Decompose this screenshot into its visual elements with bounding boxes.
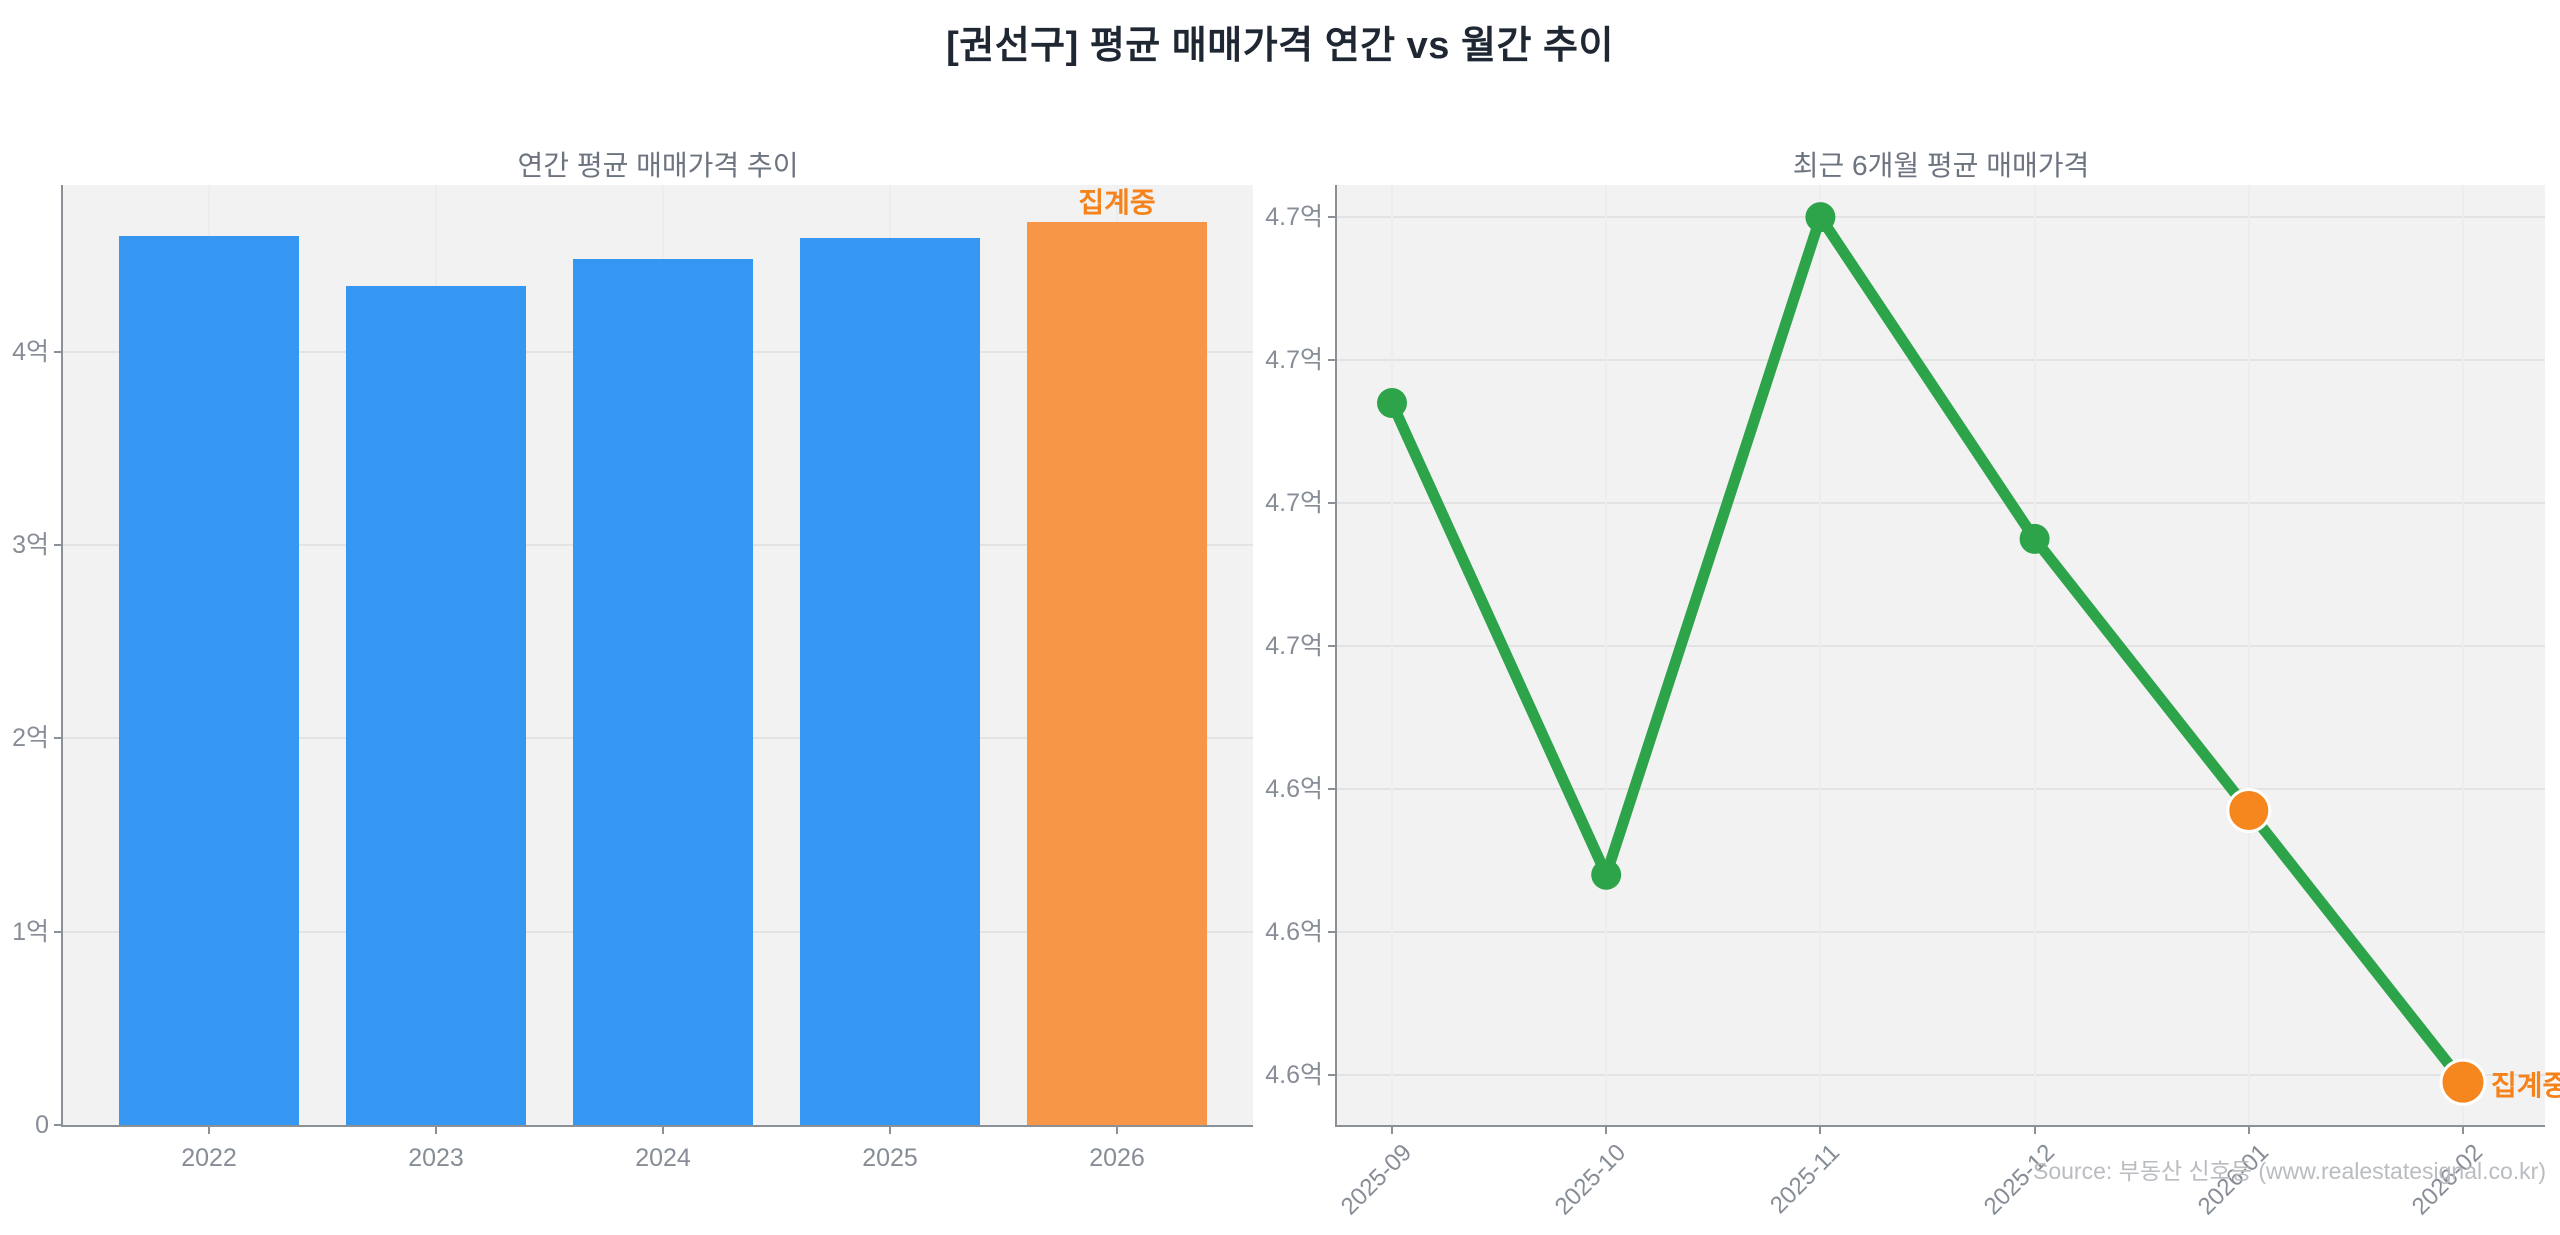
line-chart-y-tickmark — [1328, 788, 1337, 791]
line-chart-gridline-vertical — [1819, 185, 1822, 1125]
line-point-2025-09 — [1377, 388, 1407, 419]
bar-chart-y-tickmark — [54, 350, 63, 353]
line-chart-y-tickmark — [1328, 645, 1337, 648]
bar-chart-x-tick-label: 2024 — [635, 1144, 691, 1172]
bar-chart-y-tick-label: 4억 — [12, 337, 49, 366]
line-chart-gridline — [1337, 359, 2545, 362]
line-chart-y-tick-label: 4.7억 — [1265, 489, 1323, 518]
line-point-2025-12 — [2019, 523, 2050, 554]
line-chart-y-tick-label: 4.7억 — [1265, 346, 1323, 375]
bar-chart-y-tickmark — [54, 544, 63, 547]
bar-2022 — [119, 236, 299, 1125]
bar-chart-x-tick-label: 2025 — [862, 1144, 918, 1172]
line-chart-gridline-vertical — [2033, 185, 2036, 1125]
line-chart-x-tick-label: 2025-10 — [1549, 1139, 1632, 1221]
line-chart-gridline — [1337, 645, 2545, 648]
bar-2025 — [800, 237, 980, 1125]
line-chart-gridline — [1337, 788, 2545, 791]
bar-chart-aggregating-label: 집계중 — [1078, 187, 1156, 219]
line-chart-x-tick-label: 2025-09 — [1335, 1139, 1418, 1221]
main-title: [권선구] 평균 매매가격 연간 vs 월간 추이 — [946, 25, 1614, 67]
line-point-2025-11 — [1805, 202, 1836, 233]
line-chart-y-axis — [1335, 185, 1337, 1127]
bar-2026 — [1027, 222, 1207, 1125]
line-chart-x-tickmark — [1605, 1125, 1608, 1134]
line-chart-aggregating-label: 집계중 — [2491, 1070, 2560, 1102]
line-chart-plot-area — [1337, 185, 2545, 1125]
line-chart-title: 최근 6개월 평균 매매가격 — [1792, 150, 2090, 181]
bar-chart-x-tick-label: 2023 — [408, 1144, 464, 1172]
bar-chart-x-tick-label: 2026 — [1089, 1144, 1145, 1172]
line-point-2026-01 — [2226, 787, 2272, 833]
bar-chart-title: 연간 평균 매매가격 추이 — [517, 150, 799, 181]
bar-chart-y-tickmark — [54, 1124, 63, 1126]
line-chart-y-tick-label: 4.7억 — [1265, 203, 1323, 232]
bar-chart-x-axis — [61, 1125, 1253, 1127]
bar-2023 — [346, 286, 526, 1125]
source-attribution: Source: 부동산 신호등 (www.realestatesignal.co… — [2033, 1158, 2546, 1184]
bar-chart-x-tickmark — [435, 1125, 437, 1134]
line-chart-y-tick-label: 4.6억 — [1265, 917, 1323, 946]
line-chart-x-axis — [1335, 1125, 2545, 1127]
line-chart-y-tickmark — [1328, 930, 1337, 933]
line-chart-y-tickmark — [1328, 359, 1337, 362]
line-chart-x-tickmark — [2462, 1125, 2464, 1134]
bar-chart-x-tickmark — [208, 1125, 210, 1134]
line-point-2026-02 — [2439, 1058, 2487, 1106]
bar-chart-x-tickmark — [662, 1125, 664, 1134]
bar-chart-y-axis — [61, 185, 63, 1127]
line-chart-x-tickmark — [2247, 1125, 2250, 1134]
line-chart-y-tick-label: 4.6억 — [1265, 1060, 1323, 1089]
line-chart-x-tickmark — [1391, 1125, 1393, 1134]
bar-chart-y-tickmark — [54, 737, 63, 740]
bar-chart-y-tick-label: 2억 — [12, 724, 49, 753]
line-chart-y-tickmark — [1328, 216, 1337, 219]
line-chart-y-tick-label: 4.7억 — [1265, 632, 1323, 661]
bar-2024 — [573, 259, 753, 1125]
line-chart-y-tick-label: 4.6억 — [1265, 775, 1323, 804]
line-chart-gridline-vertical — [2247, 185, 2250, 1125]
line-chart-gridline-vertical — [1605, 185, 1608, 1125]
line-chart-gridline-vertical — [2462, 185, 2464, 1125]
bar-chart-x-tick-label: 2022 — [181, 1144, 237, 1172]
bar-chart-y-tick-label: 1억 — [12, 917, 49, 946]
bar-chart-y-tick-label: 0 — [35, 1111, 49, 1139]
line-point-2025-10 — [1591, 859, 1622, 890]
line-chart-x-tick-label: 2025-11 — [1765, 1139, 1846, 1220]
line-chart-y-tickmark — [1328, 1073, 1337, 1076]
bar-chart-y-tickmark — [54, 930, 63, 933]
line-chart-x-tickmark — [1819, 1125, 1822, 1134]
line-chart-gridline-vertical — [1391, 185, 1393, 1125]
line-chart-y-tickmark — [1328, 502, 1337, 505]
line-chart-gridline — [1337, 502, 2545, 505]
line-chart-line — [1386, 211, 2469, 1088]
bar-chart-x-tickmark — [889, 1125, 891, 1134]
line-chart-x-tickmark — [2033, 1125, 2036, 1134]
line-chart-gridline — [1337, 216, 2545, 219]
line-chart-gridline — [1337, 930, 2545, 933]
bar-chart-y-tick-label: 3억 — [12, 531, 49, 560]
line-chart-gridline — [1337, 1073, 2545, 1076]
bar-chart-x-tickmark — [1116, 1125, 1118, 1134]
line-chart-series — [1377, 202, 2487, 1106]
